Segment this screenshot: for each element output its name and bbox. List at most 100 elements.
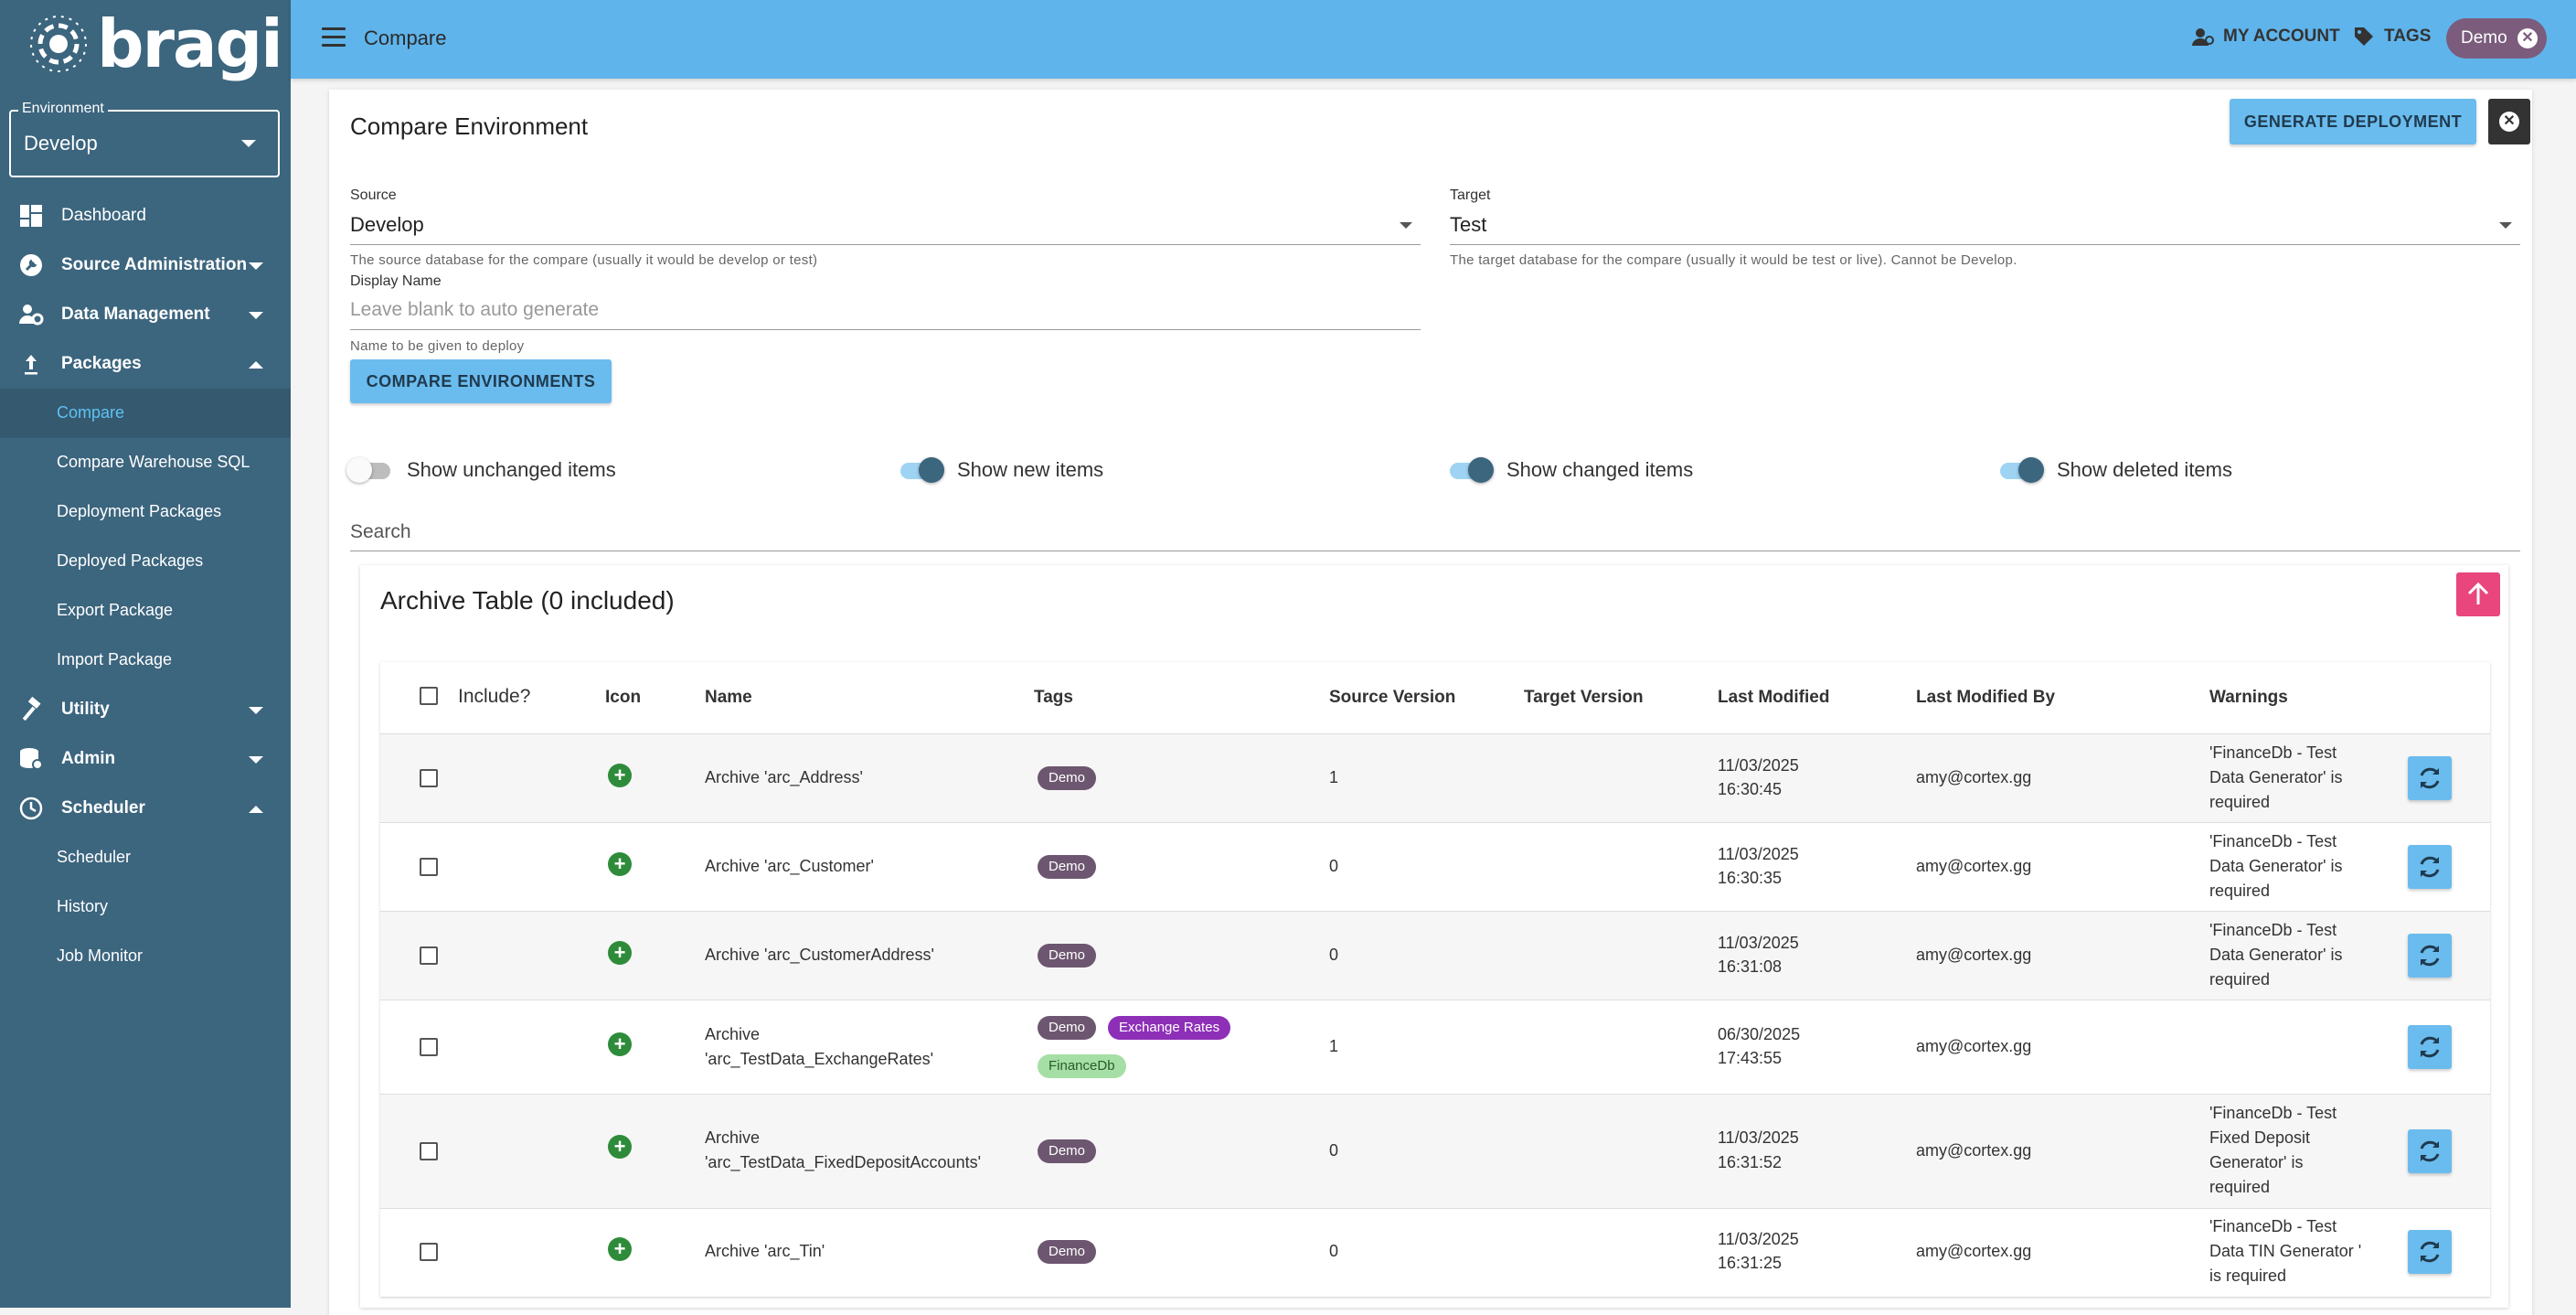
- close-icon[interactable]: ✕: [2517, 28, 2538, 48]
- sidebar-item-scheduler[interactable]: Scheduler: [0, 784, 291, 833]
- row-source-version: 0: [1329, 1242, 1339, 1260]
- row-modified-time: 16:31:08: [1718, 957, 1783, 976]
- column-header-target-version: Target Version: [1524, 688, 1644, 707]
- sidebar-subitem-label: History: [57, 897, 109, 915]
- row-checkbox[interactable]: [420, 858, 438, 876]
- tag-icon: [2355, 27, 2373, 46]
- bragi-logo[interactable]: bragi: [26, 11, 283, 77]
- sidebar-subitem-deployed-packages[interactable]: Deployed Packages: [0, 537, 291, 586]
- refresh-button[interactable]: [2408, 934, 2452, 978]
- sidebar-subitem-import-package[interactable]: Import Package: [0, 636, 291, 685]
- close-icon: ✕: [2499, 112, 2519, 132]
- sidebar-item-data-management[interactable]: Data Management: [0, 290, 291, 339]
- row-warning-line: 'FinanceDb - Test: [2209, 1217, 2337, 1235]
- target-select[interactable]: Test: [1450, 213, 1487, 236]
- chevron-down-icon: [249, 262, 263, 270]
- dashboard-icon: [20, 205, 42, 227]
- sidebar-subitem-label: Compare Warehouse SQL: [57, 453, 250, 471]
- row-warning-line: Generator' is: [2209, 1153, 2304, 1171]
- sidebar-subitem-label: Export Package: [57, 601, 174, 619]
- menu-icon[interactable]: [322, 27, 346, 48]
- row-checkbox[interactable]: [420, 1038, 438, 1056]
- header-divider: [380, 733, 2490, 734]
- close-button[interactable]: ✕: [2488, 99, 2530, 144]
- column-header-warnings: Warnings: [2209, 688, 2288, 707]
- table-row: [380, 1209, 2490, 1298]
- source-underline: [350, 244, 1421, 245]
- refresh-button[interactable]: [2408, 845, 2452, 889]
- sidebar: bragi Environment Develop Dashboard Sour…: [0, 0, 291, 1308]
- sidebar-subitem-compare-warehouse-sql[interactable]: Compare Warehouse SQL: [0, 438, 291, 487]
- target-underline: [1450, 244, 2520, 245]
- row-modified-by: amy@cortex.gg: [1916, 1242, 2032, 1260]
- section-title: Archive Table (0 included): [380, 586, 675, 615]
- sidebar-item-label: Data Management: [61, 305, 210, 324]
- row-modified-date: 11/03/2025: [1718, 1230, 1799, 1248]
- sidebar-subitem-compare[interactable]: Compare: [0, 389, 291, 438]
- search-input[interactable]: Search: [350, 521, 411, 542]
- toggle-thumb: [346, 457, 372, 483]
- sidebar-item-dashboard[interactable]: Dashboard: [0, 191, 291, 241]
- tag-chip: Demo: [1038, 1139, 1097, 1163]
- row-warning-line: Data TIN Generator ': [2209, 1242, 2362, 1260]
- compare-environments-button[interactable]: COMPARE ENVIRONMENTS: [350, 359, 612, 403]
- tag-chip: Demo: [1038, 766, 1097, 790]
- row-modified-time: 16:31:25: [1718, 1254, 1783, 1272]
- column-header-tags: Tags: [1034, 688, 1073, 707]
- my-account-link[interactable]: MY ACCOUNT: [2192, 26, 2340, 48]
- sidebar-subitem-scheduler[interactable]: Scheduler: [0, 833, 291, 882]
- table-row: [380, 1095, 2490, 1209]
- row-checkbox[interactable]: [420, 769, 438, 787]
- toggle-thumb: [2018, 457, 2044, 483]
- chevron-down-icon: [241, 140, 256, 147]
- row-warning-line: Data Generator' is: [2209, 857, 2343, 875]
- column-header-icon: Icon: [605, 688, 642, 707]
- table-row: [380, 912, 2490, 1000]
- tag-chip: FinanceDb: [1038, 1054, 1126, 1078]
- select-all-checkbox[interactable]: [420, 687, 438, 705]
- column-header-last-modified: Last Modified: [1718, 688, 1830, 707]
- sidebar-item-source-administration[interactable]: Source Administration: [0, 241, 291, 290]
- plus-circle-icon: +: [608, 852, 632, 876]
- source-label: Source: [350, 187, 397, 203]
- row-warning-line: required: [2209, 1178, 2271, 1196]
- chevron-down-icon: [249, 312, 263, 319]
- row-warning-line: required: [2209, 793, 2271, 811]
- hammer-icon: [22, 697, 41, 722]
- row-checkbox[interactable]: [420, 1243, 438, 1261]
- sidebar-subitem-job-monitor[interactable]: Job Monitor: [0, 932, 291, 981]
- tags-link[interactable]: TAGS: [2353, 26, 2431, 48]
- tag-chip: Demo: [1038, 855, 1097, 879]
- clock-icon: [19, 796, 43, 820]
- row-checkbox[interactable]: [420, 946, 438, 965]
- row-modified-by: amy@cortex.gg: [1916, 1037, 2032, 1055]
- column-header-name: Name: [705, 688, 752, 707]
- sidebar-item-utility[interactable]: Utility: [0, 685, 291, 734]
- sidebar-subitem-export-package[interactable]: Export Package: [0, 586, 291, 636]
- refresh-button[interactable]: [2408, 1129, 2452, 1173]
- column-header-last-modified-by: Last Modified By: [1916, 688, 2056, 707]
- refresh-button[interactable]: [2408, 1230, 2452, 1274]
- environment-chip[interactable]: Demo ✕: [2446, 18, 2547, 59]
- source-select[interactable]: Develop: [350, 213, 424, 236]
- refresh-button[interactable]: [2408, 1025, 2452, 1069]
- sidebar-item-packages[interactable]: Packages: [0, 339, 291, 389]
- row-checkbox[interactable]: [420, 1142, 438, 1160]
- row-modified-time: 16:30:35: [1718, 869, 1783, 887]
- row-modified-by: amy@cortex.gg: [1916, 857, 2032, 875]
- environment-select[interactable]: [9, 110, 280, 177]
- scroll-up-button[interactable]: [2456, 572, 2500, 616]
- row-modified-by: amy@cortex.gg: [1916, 946, 2032, 964]
- generate-deployment-button[interactable]: GENERATE DEPLOYMENT: [2230, 99, 2476, 144]
- sidebar-item-admin[interactable]: Admin: [0, 734, 291, 784]
- environment-label: Environment: [18, 101, 108, 117]
- plus-circle-icon: +: [608, 1032, 632, 1056]
- display-name-label: Display Name: [350, 273, 442, 289]
- environment-value: Develop: [24, 132, 98, 155]
- toggle-thumb: [919, 457, 944, 483]
- refresh-button[interactable]: [2408, 756, 2452, 800]
- display-name-input[interactable]: Leave blank to auto generate: [350, 299, 600, 320]
- sidebar-subitem-deployment-packages[interactable]: Deployment Packages: [0, 487, 291, 537]
- users-gear-icon: [19, 305, 44, 326]
- sidebar-subitem-history[interactable]: History: [0, 882, 291, 932]
